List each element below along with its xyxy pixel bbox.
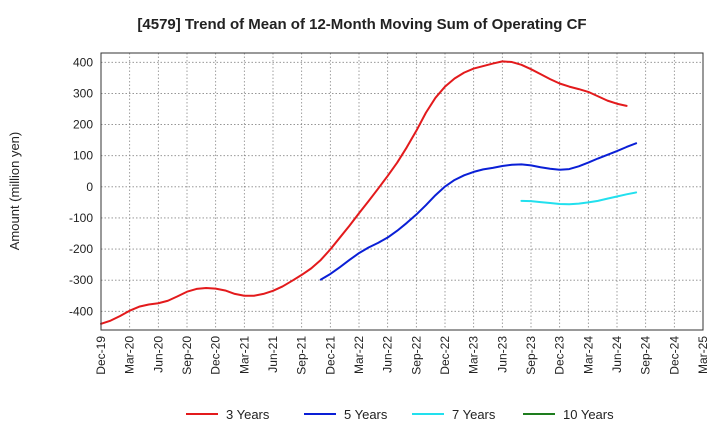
y-tick-label: 100 [73,149,93,163]
legend: 3 Years 5 Years 7 Years 10 Years [186,407,614,422]
x-tick-label: Jun-23 [495,336,509,373]
y-tick-label: -300 [69,273,93,287]
x-tick-label: Sep-22 [409,336,423,375]
x-tick-label: Mar-22 [352,336,366,374]
legend-label: 3 Years [226,407,270,422]
x-tick-label: Dec-24 [667,336,681,375]
x-tick-label: Mar-23 [467,336,481,374]
series-layer [100,60,638,325]
x-tick-label: Dec-19 [94,336,108,375]
legend-label: 10 Years [563,407,614,422]
series-line-7-years [520,191,638,206]
plot-frame [100,52,704,331]
grid [100,53,704,330]
x-tick-label: Sep-23 [524,336,538,375]
y-axis-label: Amount (million yen) [7,132,22,251]
y-tick-label: -200 [69,242,93,256]
x-tick-label: Mar-24 [581,336,595,374]
legend-label: 5 Years [344,407,388,422]
x-tick-label: Sep-20 [180,336,194,375]
y-tick-labels: 400 300 200 100 0 -100 -200 -300 -400 [69,55,93,318]
y-tick-label: 0 [86,180,93,194]
y-tick-label: 400 [73,55,93,69]
series-line-5-years [319,142,638,281]
x-tick-label: Dec-23 [553,336,567,375]
x-tick-label: Mar-21 [237,336,251,374]
x-tick-label: Jun-20 [151,336,165,373]
x-tick-label: Dec-20 [209,336,223,375]
chart-title: [4579] Trend of Mean of 12-Month Moving … [137,16,586,33]
y-tick-label: 300 [73,86,93,100]
x-tick-label: Jun-24 [610,336,624,373]
y-tick-label: -400 [69,304,93,318]
x-tick-label: Jun-21 [266,336,280,373]
x-tick-label: Mar-25 [696,336,710,374]
x-tick-labels: Dec-19 Mar-20 Jun-20 Sep-20 Dec-20 Mar-21 Jun-… [94,336,710,375]
y-tick-label: -100 [69,211,93,225]
y-tick-label: 200 [73,118,93,132]
x-tick-label: Jun-22 [381,336,395,373]
x-tick-label: Dec-22 [438,336,452,375]
x-tick-label: Dec-21 [323,336,337,375]
x-tick-label: Sep-21 [295,336,309,375]
x-tick-label: Sep-24 [639,336,653,375]
x-tick-label: Mar-20 [123,336,137,374]
series-line-3-years [100,60,628,325]
legend-label: 7 Years [452,407,496,422]
